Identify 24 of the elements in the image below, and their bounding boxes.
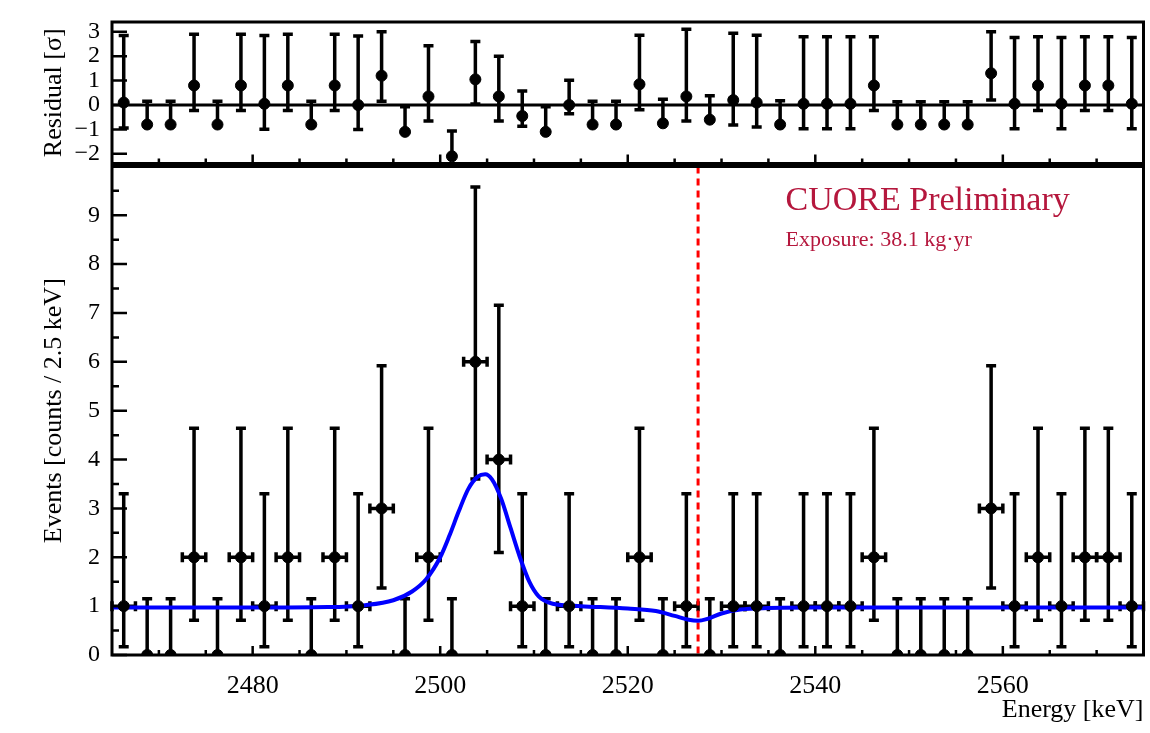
y-tick-label: 4 — [88, 444, 100, 471]
annotation: CUORE Preliminary — [785, 180, 1070, 218]
y-tick-label: −2 — [74, 139, 100, 166]
annotation: Exposure: 38.1 kg·yr — [785, 226, 973, 252]
y-tick-label: 8 — [88, 249, 100, 276]
y-axis-title: Events [counts / 2.5 keV] — [38, 278, 68, 544]
x-tick-label: 2500 — [414, 670, 467, 700]
x-tick-label: 2480 — [226, 670, 279, 700]
y-tick-label: 2 — [88, 41, 100, 68]
y-tick-label: 3 — [88, 493, 100, 520]
y-tick-label: 6 — [88, 347, 100, 374]
y-tick-label: 2 — [88, 542, 100, 569]
y-tick-label: 1 — [88, 65, 100, 92]
y-tick-label: −1 — [74, 114, 100, 141]
y-tick-label: 0 — [88, 90, 100, 117]
y-tick-label: 3 — [88, 17, 100, 44]
y-axis-title: Residual [σ] — [38, 28, 68, 158]
x-tick-label: 2520 — [601, 670, 654, 700]
y-tick-label: 0 — [88, 640, 100, 667]
y-tick-label: 7 — [88, 298, 100, 325]
y-tick-label: 1 — [88, 591, 100, 618]
y-tick-label: 9 — [88, 200, 100, 227]
x-tick-label: 2540 — [789, 670, 842, 700]
y-tick-label: 5 — [88, 396, 100, 422]
